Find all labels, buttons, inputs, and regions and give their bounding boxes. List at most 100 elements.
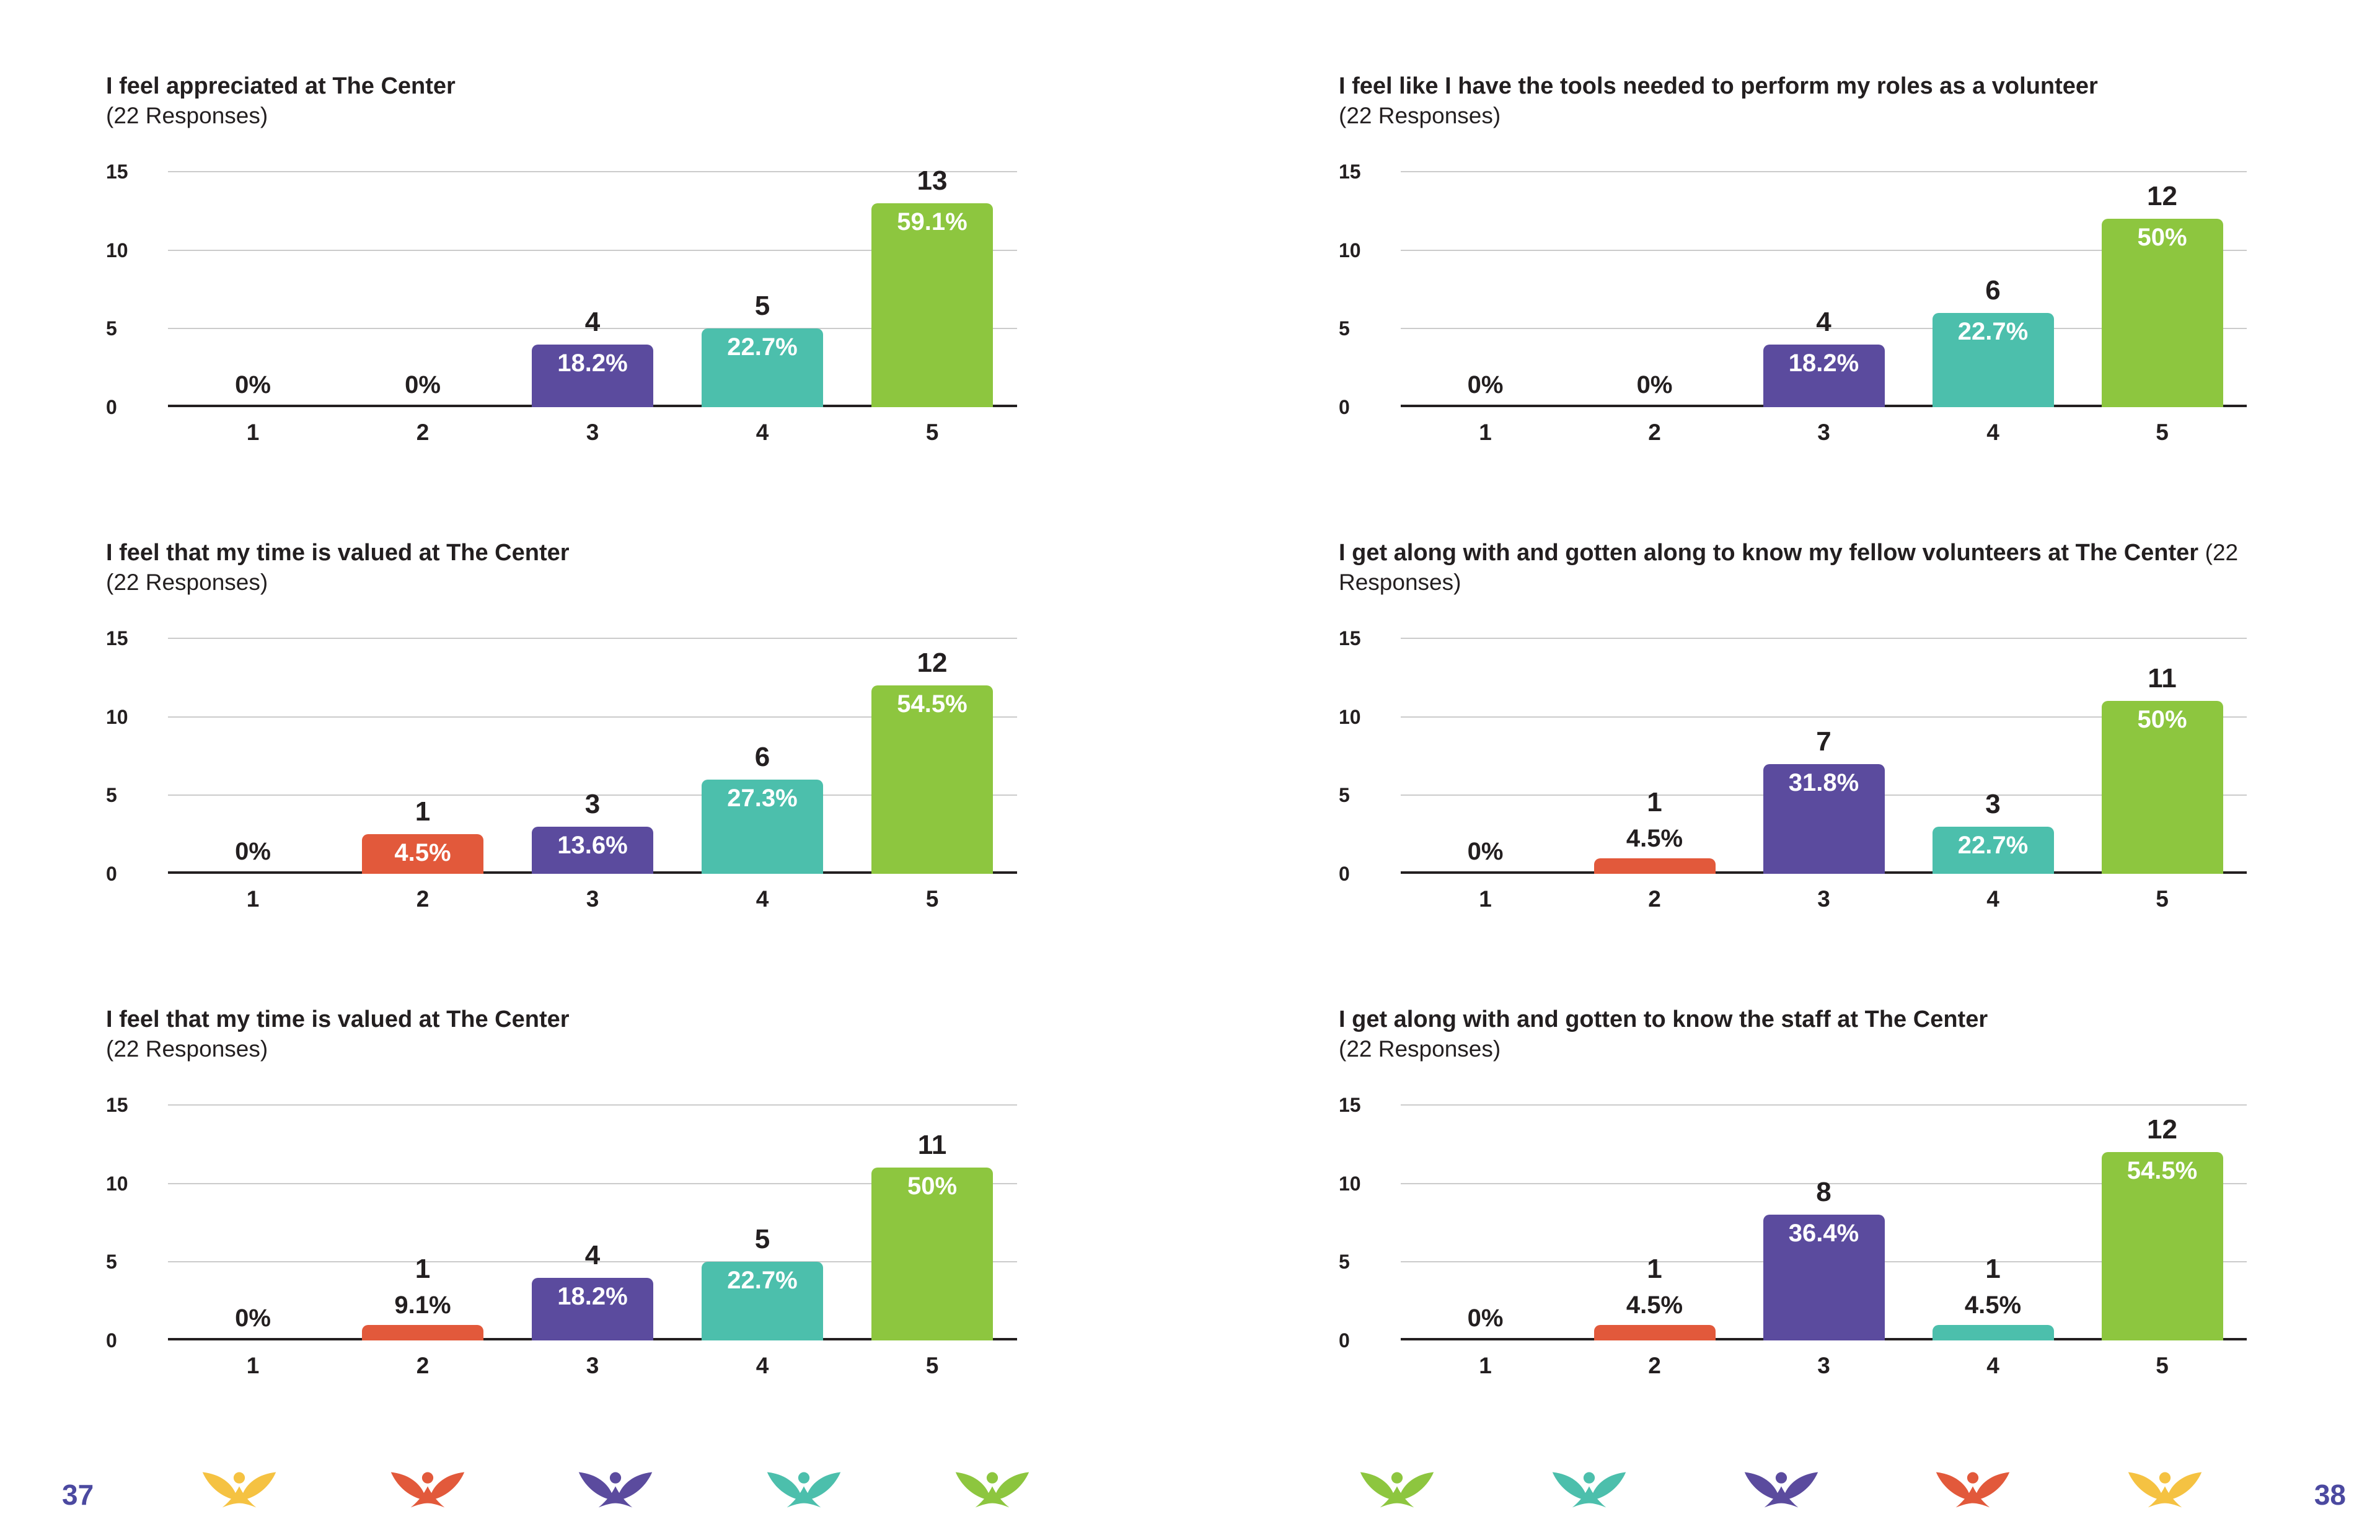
bar-count-label: 7	[1816, 726, 1831, 757]
zero-percent-label: 0%	[1467, 1305, 1504, 1332]
bar-count-label: 8	[1816, 1177, 1831, 1207]
bar-slot: 13 59.1%	[847, 167, 1017, 407]
bar: 27.3%	[702, 780, 823, 874]
x-axis-label: 5	[2156, 1353, 2169, 1378]
y-axis-label: 10	[1339, 239, 1361, 262]
bar-count-label: 11	[917, 1130, 947, 1160]
bar-slot: 12 54.5%	[847, 638, 1017, 874]
bar-slot: 5 22.7%	[677, 172, 847, 407]
bar-percent-label: 4.5%	[1964, 1291, 2022, 1319]
bar-percent-label: 54.5%	[897, 690, 967, 718]
bar-count-label: 5	[754, 291, 770, 321]
bar-count-label: 5	[754, 1224, 770, 1254]
x-axis-label: 3	[586, 1353, 599, 1378]
y-axis-label: 0	[106, 863, 117, 885]
bar: 50%	[2101, 701, 2223, 874]
y-axis-label: 5	[106, 784, 117, 807]
bar-slot: 8 36.4%	[1739, 1105, 1908, 1340]
bar-slot: 0%	[1401, 1105, 1570, 1340]
bar: 22.7%	[1932, 313, 2054, 407]
chart-title: I feel like I have the tools needed to p…	[1339, 73, 2098, 99]
bar: 36.4%	[1763, 1215, 1885, 1340]
chart-title: I get along with and gotten to know the …	[1339, 1006, 1988, 1032]
bar-count-label: 1	[1985, 1254, 2001, 1284]
bar-count-label: 4	[584, 307, 601, 337]
bar-chart: I feel like I have the tools needed to p…	[1339, 72, 2247, 446]
bar-slot: 7 31.8%	[1739, 638, 1908, 874]
y-axis-label: 5	[106, 1251, 117, 1274]
x-axis: 1 2 3 4 5	[168, 420, 1017, 446]
x-axis-label: 3	[1817, 420, 1830, 445]
gridline	[168, 716, 1017, 718]
bar: 18.2%	[532, 1278, 653, 1340]
logo-icon	[385, 1469, 470, 1520]
x-axis-label: 1	[246, 886, 260, 912]
x-axis-label: 2	[416, 420, 430, 445]
bar-slot: 11 50%	[2078, 638, 2247, 874]
zero-percent-label: 0%	[1636, 371, 1673, 398]
gridline	[1401, 1182, 2247, 1184]
bar-count-label: 11	[2148, 663, 2177, 693]
zero-percent-label: 0%	[405, 371, 441, 398]
bar	[1593, 1325, 1716, 1340]
bar-count-label: 1	[1647, 1254, 1662, 1284]
bar-count-label: 12	[2147, 181, 2177, 211]
bar-slot: 0%	[168, 1105, 338, 1340]
y-axis-label: 5	[1339, 784, 1350, 807]
bar-count-label: 6	[1985, 275, 2001, 306]
chart-title: I feel that my time is valued at The Cen…	[106, 1006, 570, 1032]
bar-count-label: 1	[415, 1254, 431, 1284]
y-axis-label: 15	[106, 1094, 128, 1116]
x-axis-label: 3	[586, 886, 599, 912]
x-axis-label: 5	[2156, 886, 2169, 912]
y-axis-label: 15	[1339, 627, 1361, 649]
chart-subtitle: (22 Responses)	[1339, 1036, 1501, 1062]
y-axis-label: 15	[1339, 161, 1361, 183]
bar-percent-label: 4.5%	[1626, 1291, 1683, 1319]
gridline	[1401, 716, 2247, 718]
zero-percent-label: 0%	[235, 371, 271, 398]
bar-percent-label: 13.6%	[557, 832, 628, 859]
bar-count-label: 4	[584, 1240, 601, 1270]
bar-slot: 4 18.2%	[1739, 172, 1908, 407]
plot-area: 0 5 10 15 0% 0% 4 18.2% 6 22.7% 12 50%	[1339, 162, 2247, 417]
bar	[1593, 858, 1716, 874]
x-axis-label: 1	[1479, 1353, 1492, 1378]
chart-header: I feel appreciated at The Center (22 Resp…	[106, 72, 1017, 131]
bar-slot: 11 50%	[847, 1105, 1017, 1340]
bar-percent-label: 59.1%	[897, 208, 967, 235]
left-page-charts: I feel appreciated at The Center (22 Resp…	[106, 72, 1017, 1472]
bar-slot: 4.5% 1	[1570, 1105, 1739, 1340]
gridline	[1401, 171, 2247, 172]
bar-slot: 0%	[1401, 172, 1570, 407]
plot-area: 0 5 10 15 0% 9.1% 1 4 18.2% 5 22.7% 11 50%	[106, 1095, 1017, 1350]
y-axis-label: 5	[1339, 317, 1350, 340]
x-axis-label: 5	[925, 886, 939, 912]
bar-count-label: 12	[2147, 1114, 2177, 1145]
logo-icon	[573, 1469, 658, 1520]
x-axis-label: 4	[1986, 1353, 1999, 1378]
bar-slot: 12 50%	[2078, 172, 2247, 407]
gridline	[168, 328, 1017, 330]
bar-count-label: 3	[1985, 789, 2001, 819]
plot-area: 0 5 10 15 0% 4.5% 1 8 36.4% 4.5% 1 12 54.5%	[1339, 1095, 2247, 1350]
x-axis-label: 4	[756, 420, 769, 445]
gridline	[168, 1261, 1017, 1263]
bar	[1932, 1325, 2054, 1340]
bar-slot: 1 4.5%	[338, 638, 508, 874]
bar-percent-label: 31.8%	[1788, 769, 1859, 796]
page-number-right: 38	[2314, 1479, 2346, 1511]
bars: 0% 1 4.5% 3 13.6% 6 27.3% 12 54.5%	[168, 638, 1017, 874]
chart-title: I get along with and gotten along to kno…	[1339, 540, 2199, 566]
gridline	[1401, 328, 2247, 330]
x-axis-label: 2	[416, 1353, 430, 1378]
y-axis-label: 0	[1339, 863, 1350, 885]
right-page-footer: 38	[1354, 1469, 2346, 1520]
y-axis-label: 5	[1339, 1251, 1350, 1274]
bar-slot: 3 13.6%	[508, 638, 677, 874]
plot-area: 0 5 10 15 0% 0% 4 18.2% 5 22.7% 13 59.1%	[106, 162, 1017, 417]
x-axis: 1 2 3 4 5	[1401, 886, 2247, 912]
bar-percent-label: 4.5%	[394, 839, 451, 866]
x-axis-label: 2	[1648, 886, 1661, 912]
x-axis-label: 2	[416, 886, 430, 912]
